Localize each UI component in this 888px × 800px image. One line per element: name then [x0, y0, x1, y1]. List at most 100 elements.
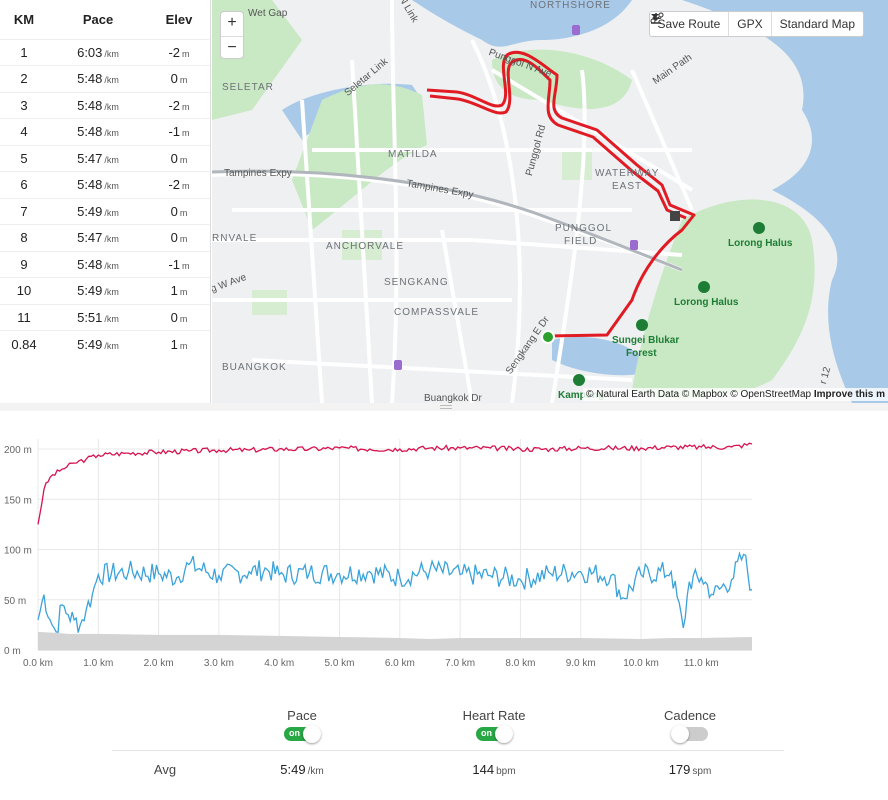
resize-divider[interactable] — [0, 403, 888, 411]
split-pace: 5:49/km — [48, 331, 148, 358]
split-pace-value: 5:49 — [77, 203, 103, 219]
save-route-label: Save Route — [657, 17, 721, 31]
split-row[interactable]: 10 5:49/km 1 m — [0, 277, 210, 305]
splits-header-row: KM Pace Elev — [0, 0, 210, 39]
split-row[interactable]: 2 5:48/km 0 m — [0, 65, 210, 93]
water-river — [272, 0, 632, 47]
x-tick-label: 6.0 km — [385, 658, 415, 669]
park-tree-icon — [636, 319, 648, 331]
area-label-waterway-east-1: WATERWAY — [595, 168, 660, 179]
split-elev-unit: m — [179, 207, 188, 218]
stat-cadence: Cadence — [630, 708, 750, 743]
split-km: 2 — [20, 71, 28, 87]
split-row[interactable]: 9 5:48/km -1 m — [0, 251, 210, 278]
zoom-in-button[interactable]: + — [227, 14, 237, 31]
split-pace-value: 5:48 — [77, 177, 103, 193]
split-row[interactable]: 6 5:48/km -2 m — [0, 171, 210, 199]
split-elev-value: -1 — [168, 124, 181, 140]
zoom-out-button[interactable]: − — [221, 36, 243, 60]
attribution-text: © Natural Earth Data © Mapbox © OpenStre… — [586, 389, 812, 400]
split-elev-value: -1 — [168, 256, 181, 272]
area-label-rnvale: RNVALE — [212, 233, 258, 244]
stat-heart-rate-title: Heart Rate — [462, 708, 526, 723]
split-pace: 5:48/km — [48, 119, 148, 146]
heart-rate-line — [37, 442, 753, 525]
split-row[interactable]: 8 5:47/km 0 m — [0, 224, 210, 252]
split-pace-value: 5:48 — [77, 71, 103, 87]
split-row[interactable]: 5 5:47/km 0 m — [0, 145, 210, 172]
split-elev-value: 0 — [170, 309, 178, 325]
split-elev-value: -2 — [168, 177, 181, 193]
split-row[interactable]: 11 5:51/km 0 m — [0, 304, 210, 331]
park-block-2 — [252, 290, 287, 315]
avg-pace: 5:49/km — [242, 762, 362, 777]
route-finish-marker[interactable] — [670, 211, 680, 221]
toggle-knob — [671, 725, 689, 743]
park-label-kampong: Kampong — [558, 390, 605, 401]
split-pace-unit: /km — [104, 313, 119, 324]
split-elev-value: -2 — [168, 44, 181, 60]
split-elev-unit: m — [179, 154, 188, 165]
toggle-knob — [495, 725, 513, 743]
split-elev: -2 m — [148, 39, 210, 66]
split-pace-value: 5:48 — [77, 124, 103, 140]
map-style-dropdown[interactable]: Standard Map — [650, 12, 863, 36]
zoom-control: + − — [220, 11, 244, 59]
split-pace-value: 5:47 — [77, 230, 103, 246]
heart-rate-toggle[interactable]: on — [476, 725, 513, 743]
map-toolbar: Save Route GPX Standard Map — [648, 11, 864, 37]
split-elev-unit: m — [179, 313, 188, 324]
chart-canvas[interactable]: 0 m 50 m 100 m 150 m 200 m 0.0 km 1.0 km 2.0 km… — [0, 411, 888, 673]
area-label-sengkang: SENGKANG — [384, 277, 449, 288]
split-elev-value: 0 — [170, 71, 178, 87]
stats-divider — [112, 750, 784, 751]
split-km: 5 — [20, 150, 28, 166]
park-lorong-halus — [632, 199, 815, 399]
x-tick-label: 4.0 km — [264, 658, 294, 669]
improve-map-link[interactable]: Improve this m — [813, 389, 885, 400]
map-canvas[interactable] — [212, 0, 888, 403]
split-elev-unit: m — [182, 128, 190, 139]
split-pace-value: 5:48 — [77, 97, 103, 113]
split-elev-unit: m — [182, 48, 190, 59]
route-map[interactable]: NORTHSHORE SELETAR MATILDA WATERWAY EAST… — [212, 0, 888, 403]
cadence-line — [37, 551, 753, 633]
pace-toggle[interactable]: on — [284, 725, 321, 743]
mrt-icon — [630, 240, 638, 250]
elevation-area — [38, 631, 752, 650]
split-km: 10 — [16, 283, 32, 299]
activity-chart[interactable]: 0 m 50 m 100 m 150 m 200 m 0.0 km 1.0 km 2.0 km… — [0, 411, 888, 673]
split-row[interactable]: 0.84 5:49/km 1 m — [0, 330, 210, 358]
split-row[interactable]: 4 5:48/km -1 m — [0, 118, 210, 146]
route-start-marker[interactable] — [541, 330, 555, 344]
area-label-punggol-field-1: PUNGGOL — [555, 223, 613, 234]
split-row[interactable]: 7 5:49/km 0 m — [0, 198, 210, 225]
split-pace: 5:48/km — [48, 172, 148, 199]
split-km: 0.84 — [11, 336, 37, 352]
split-km: 1 — [20, 44, 28, 60]
drag-handle-icon[interactable] — [440, 405, 452, 409]
header-pace: Pace — [82, 11, 114, 27]
stat-pace-title: Pace — [287, 708, 317, 723]
x-tick-label: 9.0 km — [566, 658, 596, 669]
gpx-button[interactable]: GPX — [650, 12, 772, 36]
split-elev: -1 m — [148, 251, 210, 278]
x-tick-label: 8.0 km — [505, 658, 535, 669]
split-pace-unit: /km — [104, 75, 119, 86]
split-row[interactable]: 3 5:48/km -2 m — [0, 92, 210, 119]
split-elev-unit: m — [179, 287, 188, 298]
split-pace: 5:48/km — [48, 92, 148, 119]
split-elev-unit: m — [179, 234, 188, 245]
gpx-label: GPX — [737, 17, 763, 31]
split-row[interactable]: 1 6:03/km -2 m — [0, 39, 210, 66]
avg-heart-rate-unit: bpm — [496, 766, 516, 777]
split-elev-value: 0 — [170, 230, 178, 246]
cadence-toggle[interactable] — [671, 725, 708, 743]
split-pace-value: 5:49 — [77, 336, 103, 352]
splits-panel: KM Pace Elev 1 6:03/km -2 m 2 5:48/km 0 m 3 5:48/… — [0, 0, 211, 403]
x-tick-label: 0.0 km — [23, 658, 53, 669]
heart-rate-toggle-label: on — [481, 728, 492, 738]
road-label-buangkok-dr: Buangkok Dr — [424, 393, 482, 403]
